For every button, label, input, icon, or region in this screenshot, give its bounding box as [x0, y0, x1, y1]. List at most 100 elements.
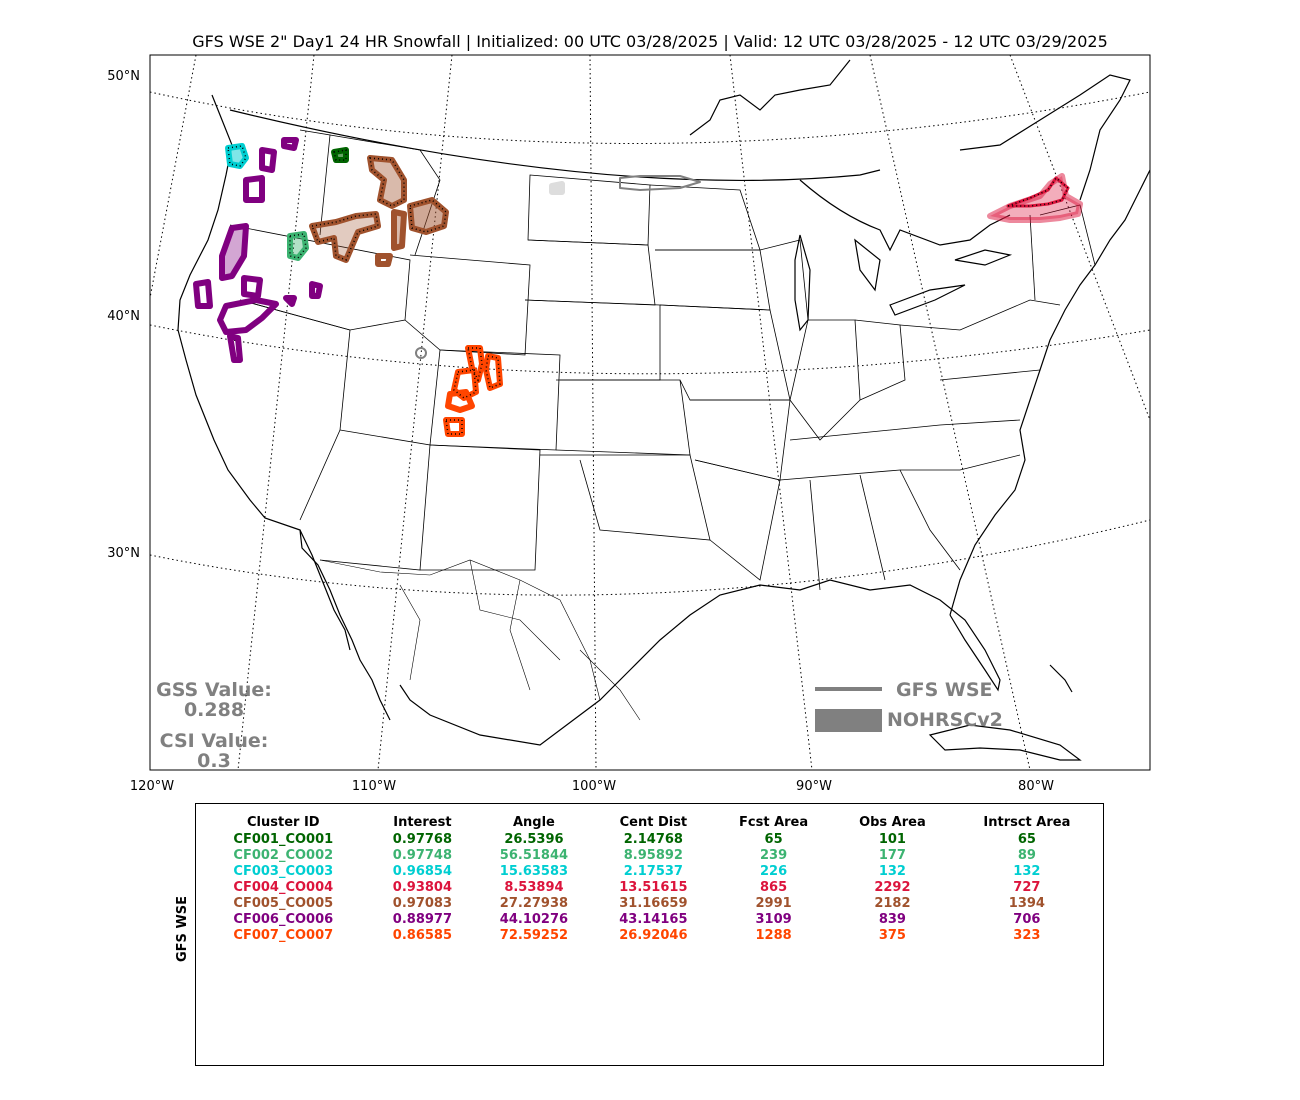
table-cell: 65	[764, 832, 783, 847]
table-cell: 706	[1013, 912, 1041, 927]
lon-line-110	[377, 54, 453, 771]
table-cell: CF004_CO004	[233, 880, 334, 895]
lon-line-90	[729, 54, 813, 771]
table-row: CF006_CO006 0.88977 44.10276 43.14165 3109 83…	[196, 912, 1103, 928]
table-cell: 26.5396	[504, 832, 564, 847]
lat-label-40: 40°N	[107, 309, 140, 324]
gss-label: GSS Value:	[156, 679, 272, 701]
table-cell: 2.17537	[623, 864, 683, 879]
legend-forecast-label: GFS WSE	[896, 679, 993, 701]
table-cell: 0.86585	[392, 928, 453, 943]
table-row: CF007_CO007 0.86585 72.59252 26.92046 1288 37…	[196, 928, 1103, 944]
legend-observed-label: NOHRSCv2	[887, 709, 1003, 731]
table-cell: 0.97748	[392, 848, 453, 863]
table-side-label: GFS WSE	[175, 895, 190, 962]
graticule	[149, 54, 1151, 771]
table-row: CF003_CO003 0.96854 15.63583 2.17537 226 132 1…	[196, 864, 1103, 880]
table-cell: 132	[878, 864, 906, 879]
table-cell: 727	[1013, 880, 1041, 895]
table-row: CF005_CO005 0.97083 27.27938 31.16659 2991 21…	[196, 896, 1103, 912]
object-cf002	[287, 231, 309, 261]
object-cf003	[225, 143, 249, 169]
header-obs-area: Obs Area	[859, 815, 926, 830]
lon-label-80: 80°W	[1018, 779, 1054, 794]
table-cell: 3109	[755, 912, 792, 927]
table-cell: 56.51844	[499, 848, 569, 863]
lon-line-80	[869, 54, 1031, 771]
lon-label-100: 100°W	[572, 779, 616, 794]
table-cell: 72.59252	[499, 928, 569, 943]
lon-label-110: 110°W	[352, 779, 396, 794]
table-cell: 2182	[874, 896, 911, 911]
table-cell: 1394	[1008, 896, 1045, 911]
object-unmatched-outline	[619, 175, 701, 191]
table-header-row: Cluster ID Interest Angle Cent Dist Fcst…	[196, 814, 1103, 832]
table-cell: CF001_CO001	[233, 832, 334, 847]
coastline-borders	[177, 59, 1151, 761]
table-cell: 323	[1013, 928, 1041, 943]
header-cent-dist: Cent Dist	[619, 815, 688, 830]
table-cell: CF006_CO006	[233, 912, 334, 927]
gss-value: 0.288	[184, 699, 244, 721]
table-cell: 0.97083	[392, 896, 453, 911]
mexico-borders	[319, 559, 641, 721]
table-cell: 43.14165	[619, 912, 688, 927]
table-cell: CF003_CO003	[233, 864, 334, 879]
table-cell: 31.16659	[619, 896, 688, 911]
table-cell: 1288	[755, 928, 792, 943]
header-interest: Interest	[393, 815, 452, 830]
table-cell: 8.53894	[504, 880, 564, 895]
cluster-table: Cluster ID Interest Angle Cent Dist Fcst…	[196, 814, 1103, 944]
lat-line-30	[149, 519, 1151, 596]
table-cell: 0.88977	[392, 912, 453, 927]
table-cell: CF005_CO005	[233, 896, 334, 911]
table-cell: 8.95892	[623, 848, 683, 863]
state-borders	[229, 129, 1096, 591]
table-cell: 89	[1017, 848, 1036, 863]
chart-title: GFS WSE 2" Day1 24 HR Snowfall | Initial…	[192, 32, 1108, 51]
object-cf005	[309, 155, 449, 267]
legend-observed-swatch	[815, 709, 882, 732]
header-intrsct-area: Intrsct Area	[983, 815, 1071, 830]
lon-line-115	[237, 54, 315, 771]
csi-label: CSI Value:	[160, 730, 269, 752]
table-cell: 26.92046	[619, 928, 688, 943]
forecast-outlines	[227, 145, 1069, 435]
table-cell: 2991	[755, 896, 792, 911]
table-cell: 865	[760, 880, 788, 895]
object-unmatched-gray	[549, 181, 565, 195]
table-row: CF002_CO002 0.97748 56.51844 8.95892 239 177 8…	[196, 848, 1103, 864]
table-cell: 0.96854	[392, 864, 453, 879]
table-cell: CF007_CO007	[233, 928, 334, 943]
table-cell: 65	[1017, 832, 1036, 847]
csi-value: 0.3	[197, 750, 231, 772]
table-cell: 2.14768	[623, 832, 683, 847]
table-cell: 0.93804	[392, 880, 453, 895]
header-cluster-id: Cluster ID	[247, 815, 320, 830]
table-cell: 177	[878, 848, 906, 863]
table-cell: CF002_CO002	[233, 848, 334, 863]
table-row: CF001_CO001 0.97768 26.5396 2.14768 65 101 65	[196, 832, 1103, 848]
lat-label-50: 50°N	[107, 69, 140, 84]
lat-label-30: 30°N	[107, 546, 140, 561]
object-cf006	[193, 137, 323, 363]
table-cell: 132	[1013, 864, 1041, 879]
lon-label-90: 90°W	[796, 779, 832, 794]
table-cell: 27.27938	[499, 896, 569, 911]
lat-line-40	[149, 324, 1151, 375]
table-row: CF004_CO004 0.93804 8.53894 13.51615 865 2292…	[196, 880, 1103, 896]
header-angle: Angle	[512, 815, 555, 830]
map-frame	[149, 54, 1151, 771]
lat-line-50	[149, 91, 1151, 144]
object-cf004	[987, 173, 1083, 223]
table-cell: 44.10276	[499, 912, 569, 927]
table-cell: 239	[760, 848, 788, 863]
lon-label-120: 120°W	[130, 779, 174, 794]
table-cell: 13.51615	[619, 880, 688, 895]
stats-table-panel: Cluster ID Interest Angle Cent Dist Fcst…	[195, 803, 1104, 1066]
table-cell: 0.97768	[392, 832, 453, 847]
header-fcst-area: Fcst Area	[739, 815, 809, 830]
table-cell: 15.63583	[499, 864, 569, 879]
object-unmatched-circle	[415, 347, 427, 359]
lon-line-120	[149, 54, 197, 299]
